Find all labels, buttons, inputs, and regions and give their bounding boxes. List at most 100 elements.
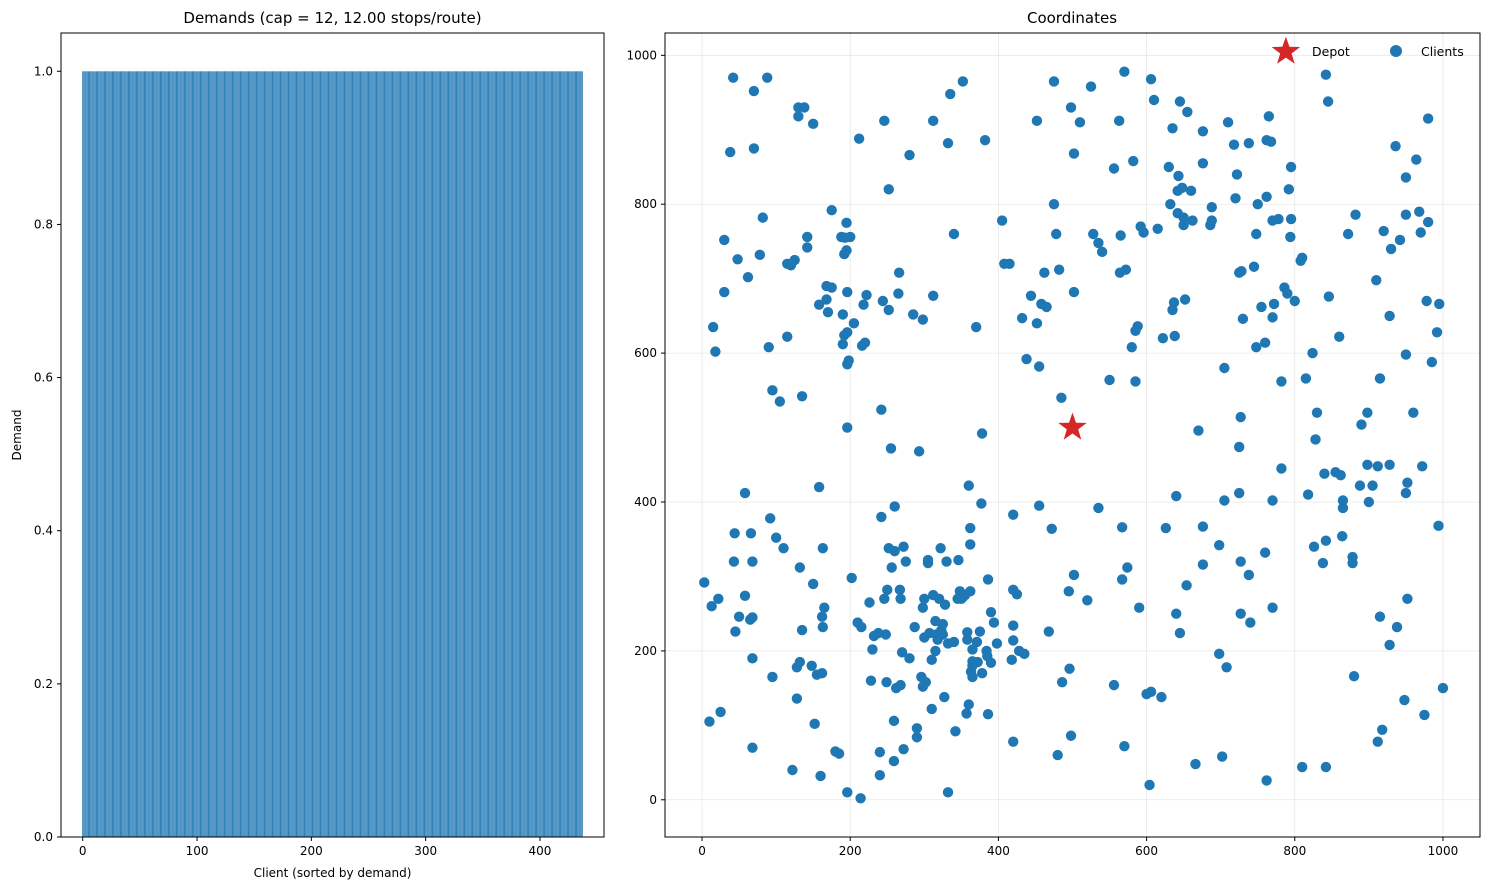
client-point [727, 72, 739, 83]
demand-bar [554, 71, 556, 838]
demand-bar [572, 71, 574, 838]
demand-bar [86, 71, 88, 838]
demand-bar [411, 71, 413, 838]
demand-bar [346, 71, 348, 838]
client-point [970, 321, 982, 333]
client-point [942, 137, 954, 149]
x-tick-label: 0 [79, 844, 87, 858]
client-point [1008, 635, 1019, 646]
demand-bar [209, 71, 211, 838]
client-point [939, 599, 951, 610]
client-point [1384, 310, 1395, 322]
client-point [1354, 480, 1366, 491]
demand-bar [114, 71, 116, 838]
demand-bar [157, 71, 159, 838]
coordinates-plot-frame [664, 32, 1481, 838]
client-point [802, 242, 813, 253]
client-point [1235, 411, 1246, 423]
demand-bar [348, 71, 350, 838]
demand-bar [288, 71, 289, 838]
demand-bar [523, 71, 525, 838]
demands-bars [82, 71, 583, 838]
client-point [1336, 531, 1348, 542]
client-point [1216, 751, 1228, 762]
demand-bar [222, 71, 224, 838]
demand-bar [216, 71, 217, 838]
demand-bar [434, 71, 436, 838]
demand-bar [134, 71, 136, 838]
demand-bar [370, 71, 372, 838]
client-point [942, 787, 954, 798]
client-point [1011, 589, 1023, 600]
demand-bar [436, 71, 438, 838]
client-point [816, 611, 828, 622]
demand-bar [278, 71, 280, 838]
demand-bar [334, 71, 336, 838]
client-point [879, 593, 890, 604]
demand-bar [366, 71, 368, 838]
client-point [1074, 117, 1086, 128]
client-point [1268, 298, 1280, 310]
demand-bar [291, 71, 293, 838]
demand-bar [506, 71, 508, 838]
client-point [856, 621, 867, 633]
demand-bar [313, 71, 315, 838]
demand-bar [565, 71, 567, 838]
demand-bar [108, 71, 110, 838]
client-point [963, 480, 974, 491]
demand-bar [474, 71, 476, 838]
demand-bar [373, 71, 375, 838]
demand-bar [150, 71, 152, 838]
client-point [817, 621, 829, 633]
demands-y-ticks: 0.0 0.2 0.4 0.6 0.8 1.0 [34, 64, 61, 844]
client-point [939, 691, 950, 703]
demand-bar [317, 71, 319, 838]
demand-bar [573, 71, 575, 838]
demand-bar [379, 71, 381, 838]
client-point [1168, 297, 1180, 308]
demand-bar [443, 71, 445, 838]
demand-bar [374, 71, 376, 838]
client-point [930, 645, 941, 657]
demand-bar [100, 71, 102, 838]
demand-bar [433, 71, 435, 838]
client-point [1051, 228, 1062, 240]
client-point [976, 428, 988, 439]
client-point [739, 487, 751, 499]
client-point [806, 660, 817, 671]
client-point [747, 556, 758, 567]
demand-bar [138, 71, 140, 838]
demand-bar [344, 71, 345, 838]
demand-bar [259, 71, 261, 838]
demand-bar [394, 71, 396, 838]
client-point [913, 446, 925, 457]
demand-bar [89, 71, 91, 838]
client-point [1400, 487, 1412, 499]
demand-bar [397, 71, 399, 838]
demand-bar [432, 71, 433, 838]
demand-bar [300, 71, 302, 838]
client-point [1185, 185, 1197, 197]
demand-bar [413, 71, 415, 838]
client-point [1374, 373, 1386, 384]
demand-bar [123, 71, 125, 838]
client-point [971, 636, 983, 648]
demand-bar [99, 71, 101, 838]
client-point [1182, 106, 1193, 118]
client-point [774, 396, 786, 407]
client-point [1261, 775, 1272, 786]
client-point [1132, 321, 1143, 332]
demand-bar [420, 71, 422, 838]
demand-bar [156, 71, 158, 838]
demand-bar [124, 71, 126, 838]
demand-bar [516, 71, 518, 838]
client-point [1033, 500, 1045, 511]
demand-bar [450, 71, 452, 838]
client-point [762, 72, 773, 83]
client-point [1252, 199, 1263, 210]
demand-bar [504, 71, 506, 838]
demand-bar [182, 71, 184, 838]
demand-bar [534, 71, 536, 838]
demand-bar [210, 71, 212, 838]
client-point [1363, 496, 1375, 508]
